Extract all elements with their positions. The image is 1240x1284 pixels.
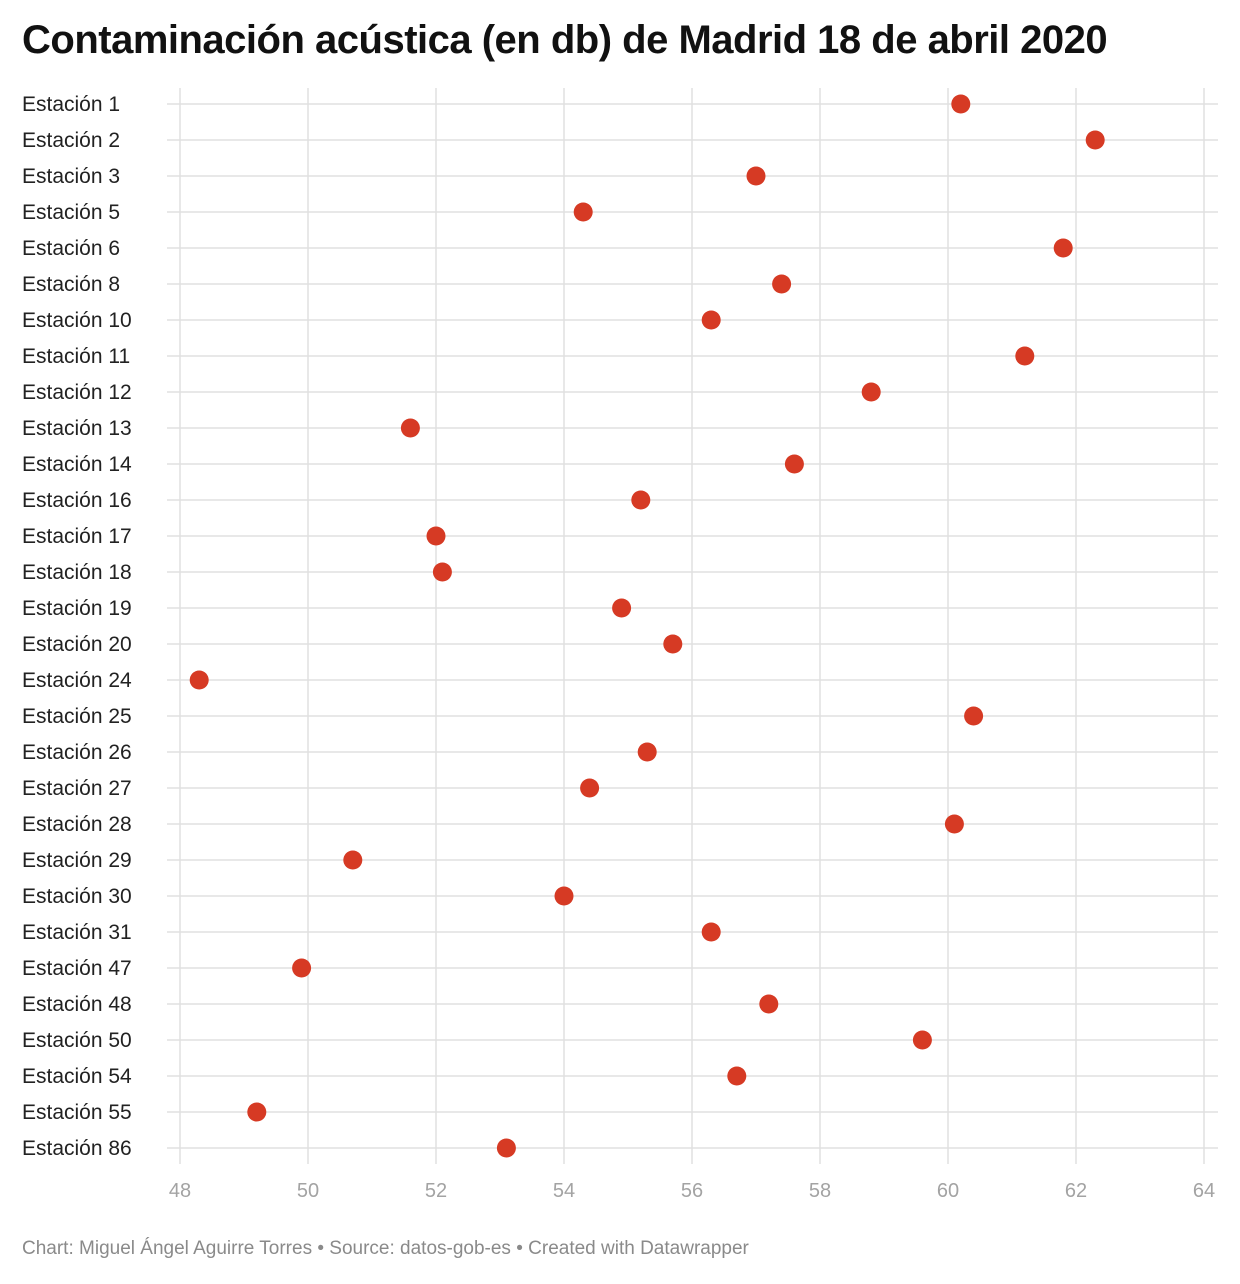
data-point <box>772 274 792 294</box>
station-label: Estación 50 <box>22 1029 132 1052</box>
station-label: Estación 30 <box>22 885 132 908</box>
station-label: Estación 13 <box>22 417 132 440</box>
data-point <box>573 202 593 222</box>
station-label: Estación 1 <box>22 93 120 116</box>
chart-footer: Chart: Miguel Ángel Aguirre Torres • Sou… <box>22 1238 749 1259</box>
station-label: Estación 25 <box>22 705 132 728</box>
station-label: Estación 27 <box>22 777 132 800</box>
data-point <box>663 634 683 654</box>
station-label: Estación 55 <box>22 1101 132 1124</box>
station-label: Estación 2 <box>22 129 120 152</box>
station-label: Estación 86 <box>22 1137 132 1160</box>
station-label: Estación 54 <box>22 1065 132 1088</box>
station-label: Estación 48 <box>22 993 132 1016</box>
station-label: Estación 10 <box>22 309 132 332</box>
data-point <box>554 886 574 906</box>
station-label: Estación 14 <box>22 453 132 476</box>
station-label: Estación 5 <box>22 201 120 224</box>
data-point <box>247 1102 267 1122</box>
data-point <box>759 994 779 1014</box>
x-tick-label: 58 <box>809 1180 831 1202</box>
horizontal-gridlines <box>167 103 1218 1149</box>
data-point <box>432 562 452 582</box>
data-point <box>912 1030 932 1050</box>
data-point <box>951 94 971 114</box>
data-points <box>189 94 1105 1158</box>
data-point <box>701 922 721 942</box>
station-label: Estación 28 <box>22 813 132 836</box>
data-point <box>944 814 964 834</box>
data-point <box>426 526 446 546</box>
data-point <box>400 418 420 438</box>
station-label: Estación 18 <box>22 561 132 584</box>
station-label: Estación 29 <box>22 849 132 872</box>
data-point <box>631 490 651 510</box>
station-label: Estación 31 <box>22 921 132 944</box>
data-point <box>292 958 312 978</box>
data-point <box>612 598 632 618</box>
station-label: Estación 24 <box>22 669 132 692</box>
station-label: Estación 12 <box>22 381 132 404</box>
chart-title: Contaminación acústica (en db) de Madrid… <box>22 18 1108 62</box>
x-tick-label: 56 <box>681 1180 703 1202</box>
station-label: Estación 11 <box>22 345 130 368</box>
dot-plot: Estación 1 Estación 2 Estación 3 Estación 5… <box>22 88 1218 1202</box>
y-axis-labels: Estación 1 Estación 2 Estación 3 Estación 5… <box>22 93 132 1160</box>
x-axis-tick-labels: 48 50 52 54 56 58 60 62 64 <box>169 1180 1215 1202</box>
data-point <box>1053 238 1073 258</box>
data-point <box>637 742 657 762</box>
x-tick-label: 60 <box>937 1180 959 1202</box>
data-point <box>1085 130 1105 150</box>
data-point <box>784 454 804 474</box>
x-tick-label: 62 <box>1065 1180 1087 1202</box>
station-label: Estación 20 <box>22 633 132 656</box>
data-point <box>964 706 984 726</box>
vertical-gridlines <box>179 88 1205 1164</box>
data-point <box>701 310 721 330</box>
data-point <box>1015 346 1035 366</box>
data-point <box>496 1138 516 1158</box>
data-point <box>580 778 600 798</box>
x-tick-label: 48 <box>169 1180 191 1202</box>
station-label: Estación 8 <box>22 273 120 296</box>
data-point <box>746 166 766 186</box>
data-point <box>343 850 363 870</box>
station-label: Estación 47 <box>22 957 132 980</box>
x-tick-label: 64 <box>1193 1180 1215 1202</box>
data-point <box>189 670 209 690</box>
station-label: Estación 17 <box>22 525 132 548</box>
station-label: Estación 26 <box>22 741 132 764</box>
x-tick-label: 50 <box>297 1180 319 1202</box>
x-tick-label: 52 <box>425 1180 447 1202</box>
station-label: Estación 3 <box>22 165 120 188</box>
data-point <box>861 382 881 402</box>
x-tick-label: 54 <box>553 1180 575 1202</box>
station-label: Estación 19 <box>22 597 132 620</box>
station-label: Estación 6 <box>22 237 120 260</box>
data-point <box>727 1066 747 1086</box>
station-label: Estación 16 <box>22 489 132 512</box>
